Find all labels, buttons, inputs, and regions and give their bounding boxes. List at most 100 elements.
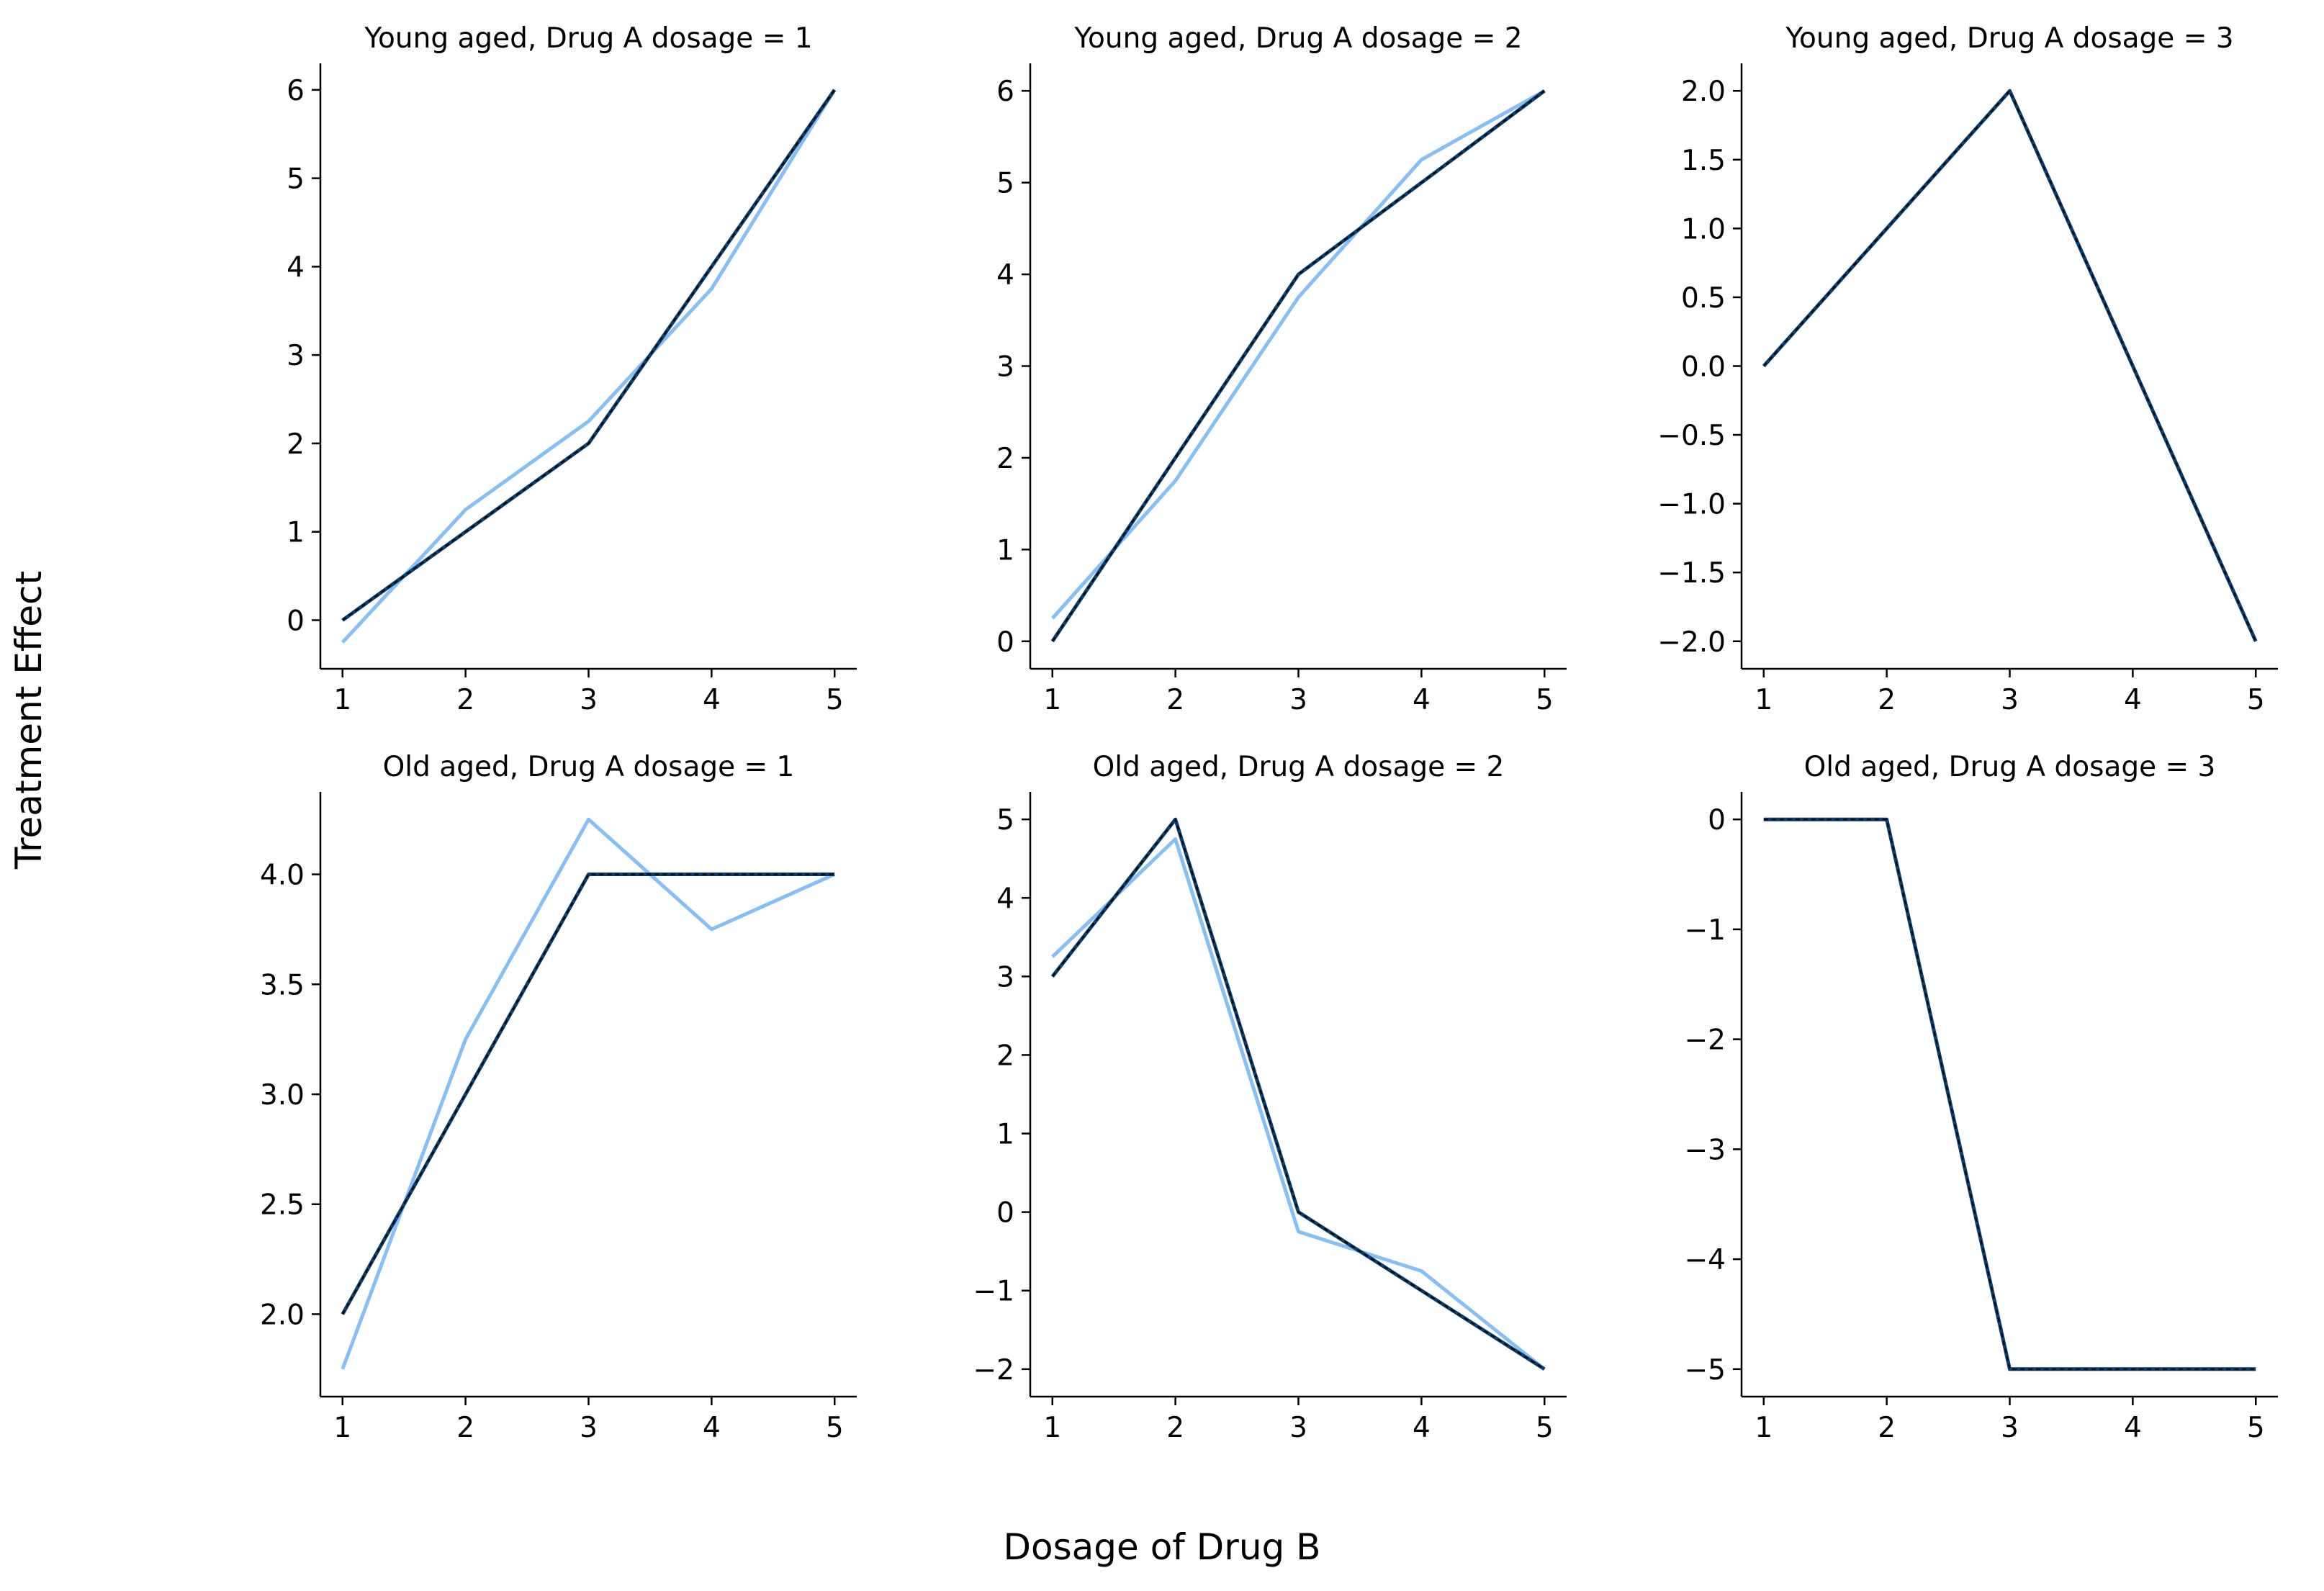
y-tick-label: 6 [996,76,1014,108]
y-tick-label: −1 [1685,914,1726,947]
y-tick-label: 2.0 [260,1299,305,1331]
y-tick-label: 2 [996,443,1014,475]
x-tick-label: 3 [1289,1412,1307,1444]
y-tick-label: 3.5 [260,969,305,1001]
y-tick-label: 0 [996,626,1014,659]
series-line-light [1763,817,2256,1371]
series-line-dark [1050,89,1546,643]
y-tick-label: −0.5 [1657,420,1726,452]
y-tick-label: 0.0 [1681,351,1726,384]
y-tick-label: 3.0 [260,1079,305,1112]
series-line-dashed [1763,89,2257,642]
series-line-light [341,817,836,1370]
x-tick-label: 3 [1289,684,1307,716]
y-tick-label: 1 [996,1119,1014,1151]
y-tick-label: 0 [287,605,305,637]
x-tick-label: 3 [580,1412,598,1444]
subplot-title: Young aged, Drug A dosage = 1 [364,22,812,55]
x-tick-label: 4 [2124,1412,2142,1444]
y-tick-label: 2.0 [1681,76,1726,108]
subplot-1: Young aged, Drug A dosage = 1 0 1 2 3 4 5 6 1 2 3 4… [287,22,857,716]
x-tick-label: 3 [580,684,598,716]
y-tick-label: 1 [996,534,1014,567]
x-tick-label: 5 [1536,1412,1554,1444]
x-tick-label: 1 [1043,1412,1061,1444]
x-tick-label: 4 [2124,684,2142,716]
series-line-light [1050,89,1546,620]
x-tick-label: 5 [1536,684,1554,716]
x-tick-label: 4 [1413,684,1431,716]
subplot-4: Old aged, Drug A dosage = 1 4.0 3.5 3.0 2.5 2… [260,751,857,1444]
x-tick-label: 1 [333,1412,351,1444]
x-tick-label: 3 [2001,1412,2019,1444]
y-tick-label: 6 [287,75,305,107]
y-tick-label: 5 [996,804,1014,837]
x-tick-label: 5 [826,1412,844,1444]
y-tick-label: −1 [973,1276,1015,1308]
y-tick-label: 2 [996,1040,1014,1072]
y-tick-label: 2.5 [260,1189,305,1222]
y-tick-label: 4 [996,259,1014,292]
y-tick-label: 2 [287,428,305,461]
x-tick-label: 2 [456,1412,474,1444]
y-tick-label: 5 [996,168,1014,200]
x-tick-label: 4 [703,1412,721,1444]
y-tick-label: 1.0 [1681,213,1726,245]
series-line-dashed [1763,819,2256,1370]
series-line-light [1051,837,1546,1371]
y-tick-label: 4 [996,883,1014,915]
y-tick-label: −2 [973,1354,1015,1387]
subplot-title: Young aged, Drug A dosage = 2 [1073,22,1522,55]
series-line-dark [1763,817,2256,1371]
x-tick-label: 1 [333,684,351,716]
series-line-dashed [1051,90,1545,642]
x-tick-label: 2 [1878,684,1896,716]
subplot-6: Old aged, Drug A dosage = 3 0 −1 −2 −3 −4 −5 1 2… [1685,751,2278,1444]
x-tick-label: 5 [826,684,844,716]
x-tick-label: 1 [1755,684,1773,716]
subplot-title: Old aged, Drug A dosage = 1 [383,751,795,783]
x-tick-label: 2 [1166,684,1184,716]
series-line-dashed [342,89,836,621]
subplot-5: Old aged, Drug A dosage = 2 5 4 3 2 1 0 −1 −2 1 2 3… [973,751,1567,1444]
y-tick-label: 1.5 [1681,145,1726,177]
subplot-title: Old aged, Drug A dosage = 2 [1093,751,1505,783]
subplot-title: Old aged, Drug A dosage = 3 [1804,751,2216,783]
y-tick-label: −5 [1685,1354,1726,1387]
series-line-dark [1762,89,2258,642]
y-tick-label: −1.5 [1657,557,1726,590]
series-line-dark [1050,817,1546,1371]
y-axis-label: Treatment Effect [8,570,50,870]
y-tick-label: 0.5 [1681,282,1726,315]
subplot-3: Young aged, Drug A dosage = 3 2.0 1.5 1.0 0.… [1657,22,2278,716]
y-tick-label: 1 [287,517,305,549]
y-tick-label: 3 [996,351,1014,384]
x-tick-label: 1 [1043,684,1061,716]
x-tick-label: 4 [703,684,721,716]
x-tick-label: 2 [1166,1412,1184,1444]
series-line-dark [341,89,837,622]
y-tick-label: 0 [996,1197,1014,1230]
y-tick-label: −1.0 [1657,489,1726,521]
x-tick-label: 2 [456,684,474,716]
series-line-light [1762,89,2258,642]
series-line-light [341,89,837,644]
x-tick-label: 5 [2247,1412,2265,1444]
y-tick-label: 3 [287,340,305,372]
y-tick-label: 4 [287,251,305,284]
subplot-title: Young aged, Drug A dosage = 3 [1785,22,2233,55]
y-tick-label: 5 [287,163,305,196]
series-line-dark [341,873,835,1315]
x-axis-label: Dosage of Drug B [1003,1526,1321,1568]
x-tick-label: 3 [2001,684,2019,716]
x-tick-label: 2 [1878,1412,1896,1444]
series-line-dashed [1052,818,1545,1370]
y-tick-label: −2.0 [1657,626,1726,659]
series-line-dashed [341,873,835,1315]
x-tick-label: 1 [1755,1412,1773,1444]
y-tick-label: −2 [1685,1024,1726,1057]
y-tick-label: 3 [996,961,1014,993]
